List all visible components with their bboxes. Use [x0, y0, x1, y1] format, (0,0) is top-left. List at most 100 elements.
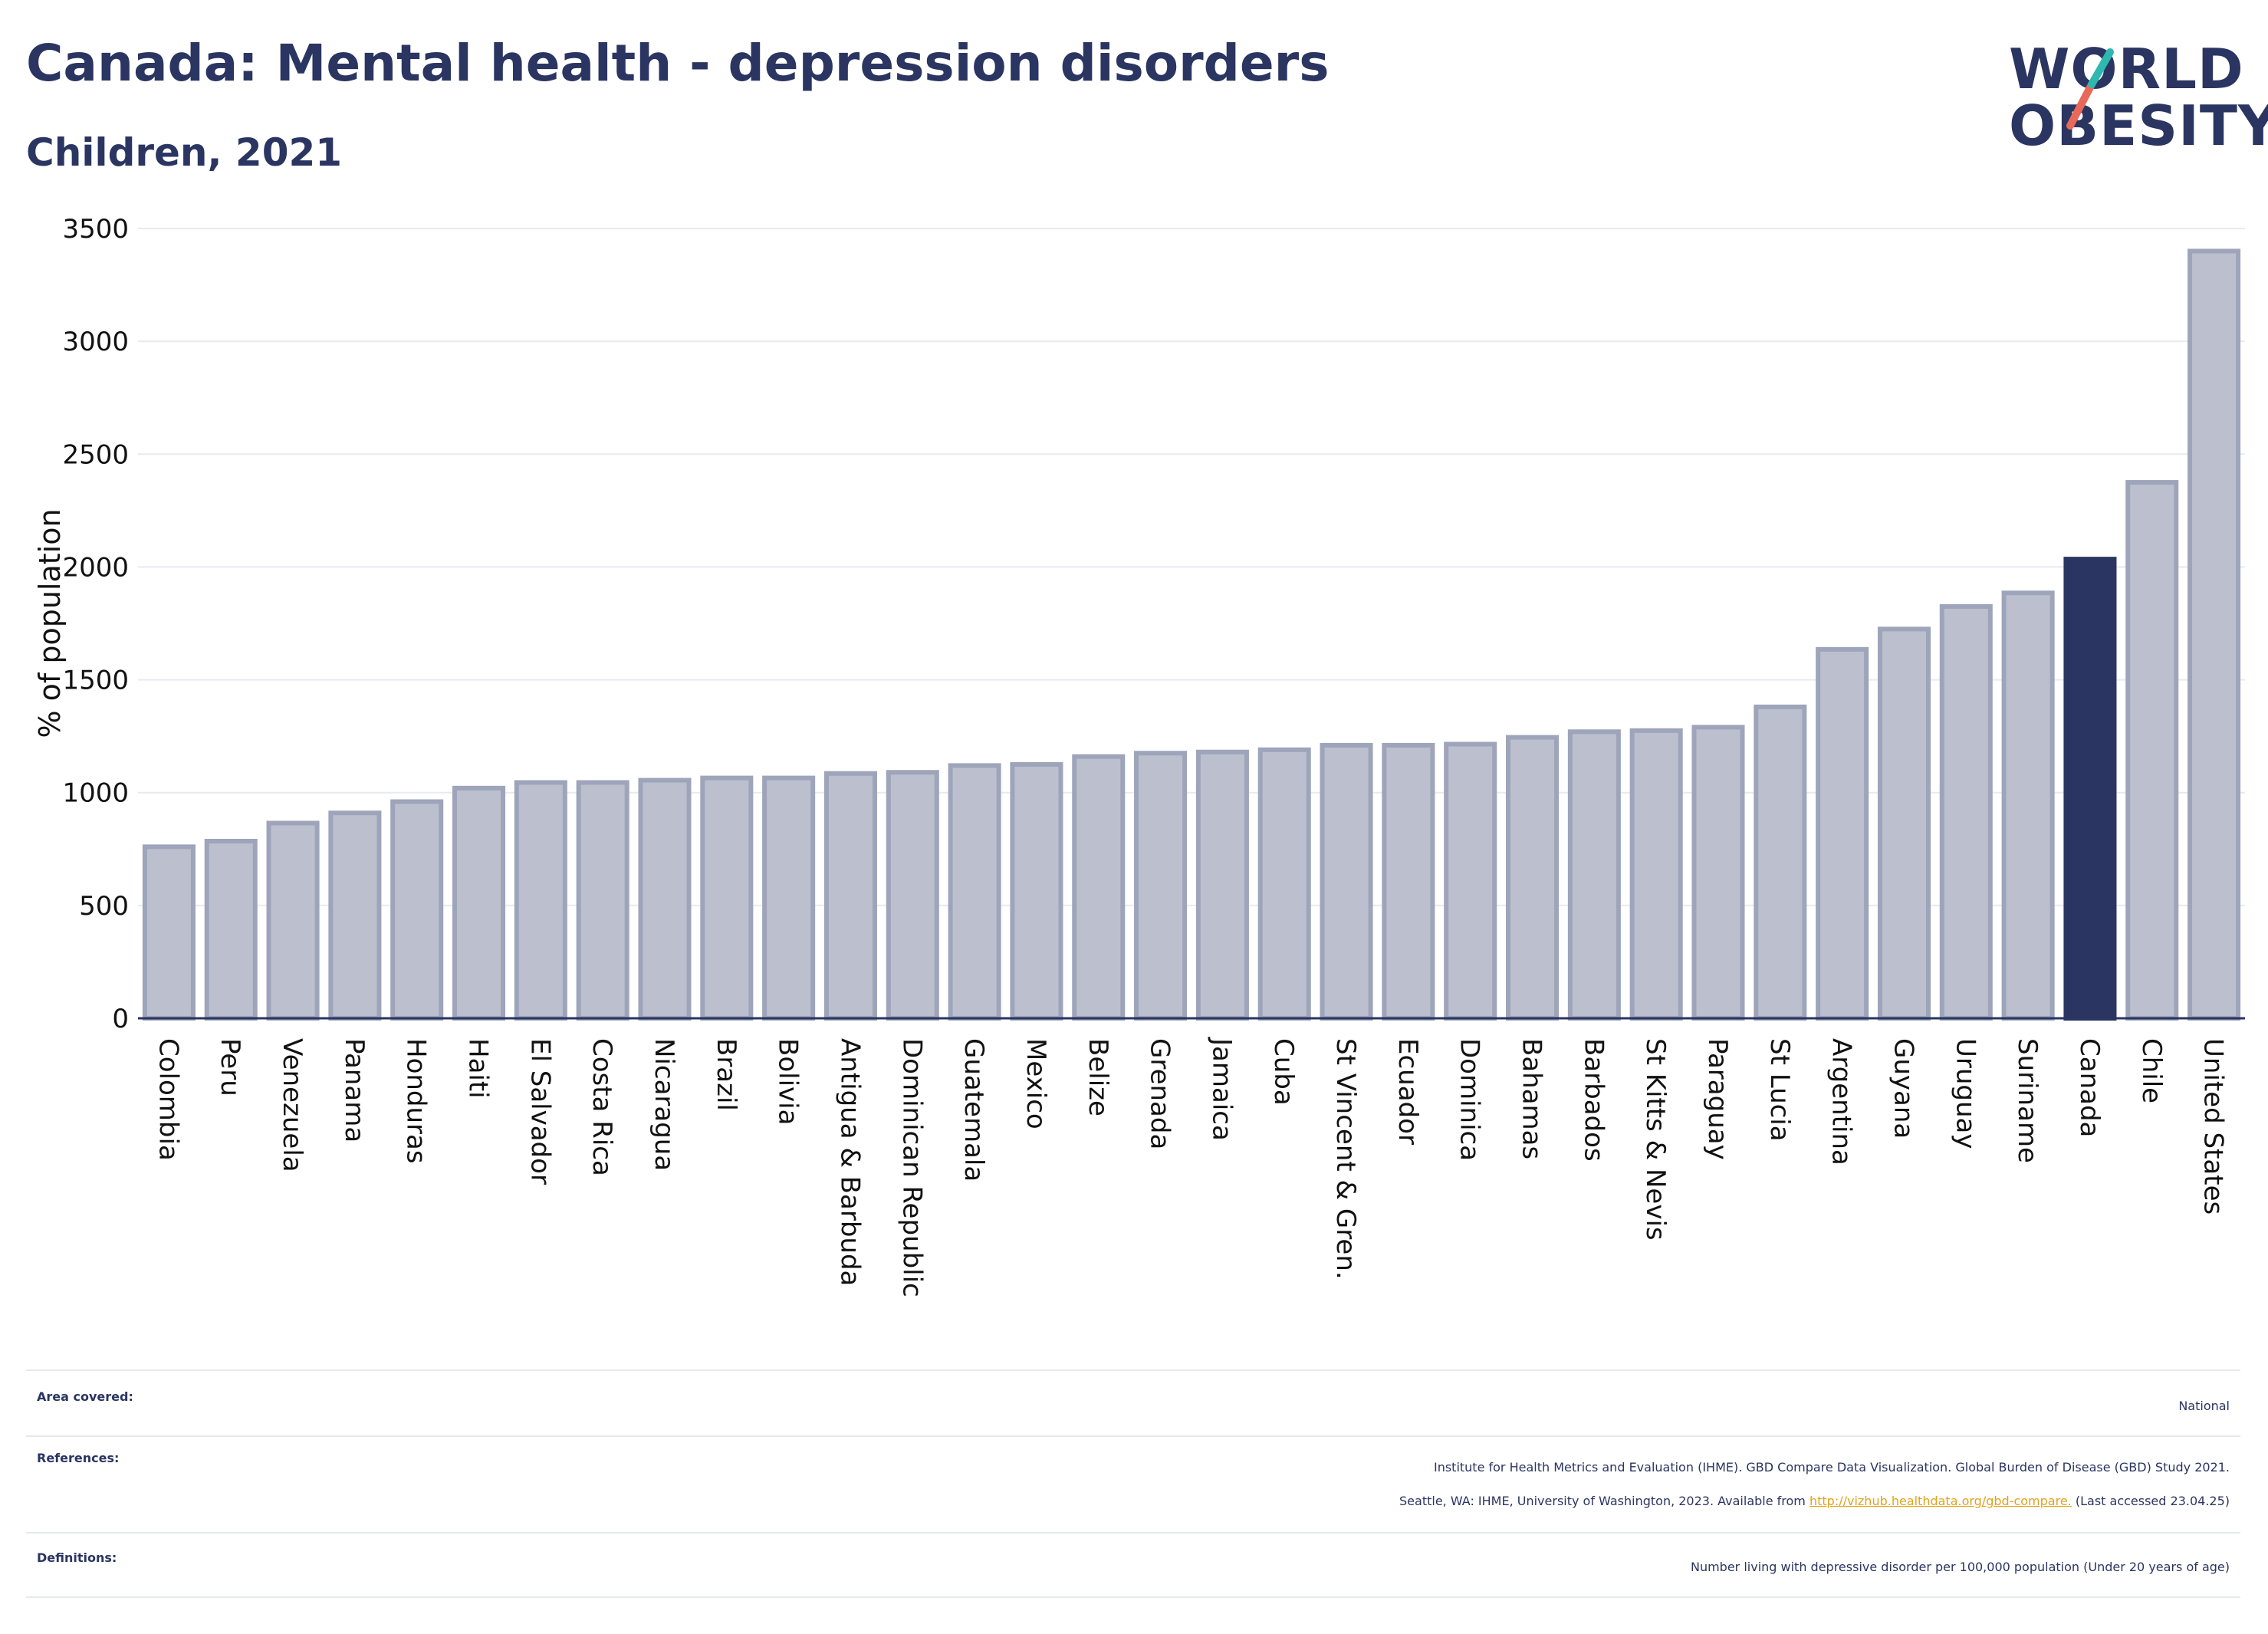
references-line2-pre: Seattle, WA: IHME, University of Washing… [1399, 1494, 1809, 1508]
divider [26, 1596, 2240, 1598]
bars [142, 248, 2241, 1021]
x-tick-label: Cuba [1268, 1038, 1299, 1106]
x-tick-label: Mexico [1021, 1038, 1051, 1129]
bar-cuba [1257, 747, 1311, 1021]
x-tick-label: Suriname [2012, 1038, 2043, 1163]
references-line2-post: (Last accessed 23.04.25) [2071, 1494, 2230, 1508]
bar-st-lucia [1754, 704, 1807, 1021]
chart-subtitle: Children, 2021 [26, 130, 343, 175]
bar-ecuador [1382, 742, 1435, 1021]
y-tick-label: 2000 [62, 552, 129, 583]
x-tick-label: Grenada [1145, 1038, 1175, 1149]
references-link[interactable]: http://vizhub.healthdata.org/gbd-compare… [1809, 1494, 2072, 1508]
area-covered-value: National [2178, 1399, 2230, 1413]
bar-paraguay [1691, 725, 1745, 1021]
bar-venezuela [266, 820, 320, 1021]
x-tick-label: United States [2198, 1038, 2229, 1215]
bar-bahamas [1506, 735, 1560, 1021]
x-tick-label: St Kitts & Nevis [1640, 1038, 1671, 1241]
definitions-value: Number living with depressive disorder p… [1690, 1560, 2230, 1574]
x-tick-label: Antigua & Barbuda [834, 1038, 865, 1286]
x-tick-label: Jamaica [1206, 1037, 1237, 1141]
x-tick-label: Bahamas [1517, 1038, 1547, 1159]
references-line2: Seattle, WA: IHME, University of Washing… [1399, 1484, 2230, 1518]
logo-slash-icon [2066, 48, 2114, 130]
bar-st-vincent-gren- [1320, 742, 1373, 1021]
y-tick-label: 1000 [62, 778, 129, 809]
x-tick-label: Nicaragua [649, 1038, 679, 1171]
x-tick-label: Colombia [153, 1038, 183, 1161]
bar-brazil [700, 775, 754, 1021]
bar-canada [2063, 557, 2117, 1021]
x-tick-label: El Salvador [524, 1038, 555, 1185]
x-tick-label: Peru [215, 1038, 245, 1096]
bar-chart: 0 500 1000 1500 2000 2500 3000 3500 Colombia Per… [33, 214, 2245, 1297]
bar-guatemala [948, 763, 1001, 1021]
divider [26, 1532, 2240, 1534]
area-covered-label: Area covered: [37, 1389, 133, 1404]
x-tick-label: Guyana [1888, 1038, 1918, 1139]
bar-colombia [142, 844, 196, 1021]
x-tick-label: Chile [2136, 1038, 2167, 1103]
x-tick-label: Belize [1083, 1038, 1113, 1116]
references-line1: Institute for Health Metrics and Evaluat… [1433, 1460, 2230, 1475]
x-tick-label: Argentina [1826, 1038, 1857, 1165]
chart-title: Canada: Mental health - depression disor… [26, 34, 1330, 93]
x-tick-label: St Vincent & Gren. [1330, 1038, 1361, 1280]
y-axis-ticks: 0 500 1000 1500 2000 2500 3000 3500 [62, 214, 129, 1034]
x-tick-label: Guatemala [958, 1038, 989, 1182]
logo-line2: OBESITY [2009, 94, 2268, 158]
x-tick-label: Bolivia [773, 1038, 804, 1125]
divider [26, 1369, 2240, 1371]
bar-united-states [2187, 248, 2241, 1021]
y-tick-label: 2500 [62, 439, 129, 470]
x-tick-label: Ecuador [1392, 1038, 1423, 1145]
x-tick-label: Paraguay [1702, 1038, 1733, 1160]
world-obesity-logo: WORLD OBESITY [1994, 31, 2268, 169]
bar-bolivia [762, 775, 816, 1021]
x-tick-label: Dominican Republic [896, 1038, 927, 1297]
x-tick-label: Panama [339, 1038, 370, 1142]
x-tick-label: Dominica [1454, 1038, 1485, 1161]
bar-dominican-republic [886, 770, 939, 1021]
x-tick-label: Honduras [401, 1038, 432, 1164]
bar-uruguay [1939, 603, 1993, 1021]
x-tick-label: Barbados [1578, 1038, 1609, 1162]
y-tick-label: 3500 [62, 214, 129, 245]
x-tick-label: Uruguay [1950, 1038, 1980, 1149]
x-axis-ticks: Colombia Peru Venezuela Panama Honduras Haiti… [153, 1037, 2228, 1297]
bar-antigua-barbuda [823, 771, 877, 1021]
bar-mexico [1010, 761, 1063, 1021]
bar-barbados [1567, 729, 1621, 1021]
bar-argentina [1816, 646, 1869, 1021]
x-tick-label: Costa Rica [587, 1038, 617, 1176]
x-tick-label: Brazil [711, 1038, 741, 1111]
references-value: Institute for Health Metrics and Evaluat… [1399, 1451, 2230, 1518]
x-tick-label: St Lucia [1764, 1038, 1795, 1142]
bar-panama [328, 810, 382, 1021]
y-tick-label: 0 [112, 1004, 129, 1034]
x-tick-label: Canada [2074, 1038, 2105, 1137]
y-tick-label: 500 [79, 891, 129, 922]
bar-nicaragua [638, 778, 692, 1021]
divider [26, 1435, 2240, 1437]
definitions-label: Definitions: [37, 1550, 117, 1565]
references-label: References: [37, 1451, 120, 1465]
logo-line1: WORLD [2009, 37, 2244, 101]
bar-guyana [1877, 626, 1931, 1021]
bar-suriname [2001, 590, 2055, 1021]
bar-dominica [1444, 741, 1497, 1021]
y-tick-label: 3000 [62, 327, 129, 357]
y-tick-label: 1500 [62, 666, 129, 696]
bar-jamaica [1195, 749, 1249, 1021]
bar-st-kitts-nevis [1629, 728, 1683, 1021]
bar-peru [204, 838, 258, 1021]
bar-grenada [1134, 751, 1188, 1021]
bar-costa-rica [576, 780, 629, 1021]
bar-chile [2125, 480, 2179, 1021]
x-tick-label: Haiti [463, 1038, 494, 1099]
bar-haiti [452, 785, 506, 1021]
y-axis-title: % of population [33, 508, 67, 738]
bar-belize [1072, 754, 1126, 1021]
x-tick-label: Venezuela [277, 1038, 307, 1172]
